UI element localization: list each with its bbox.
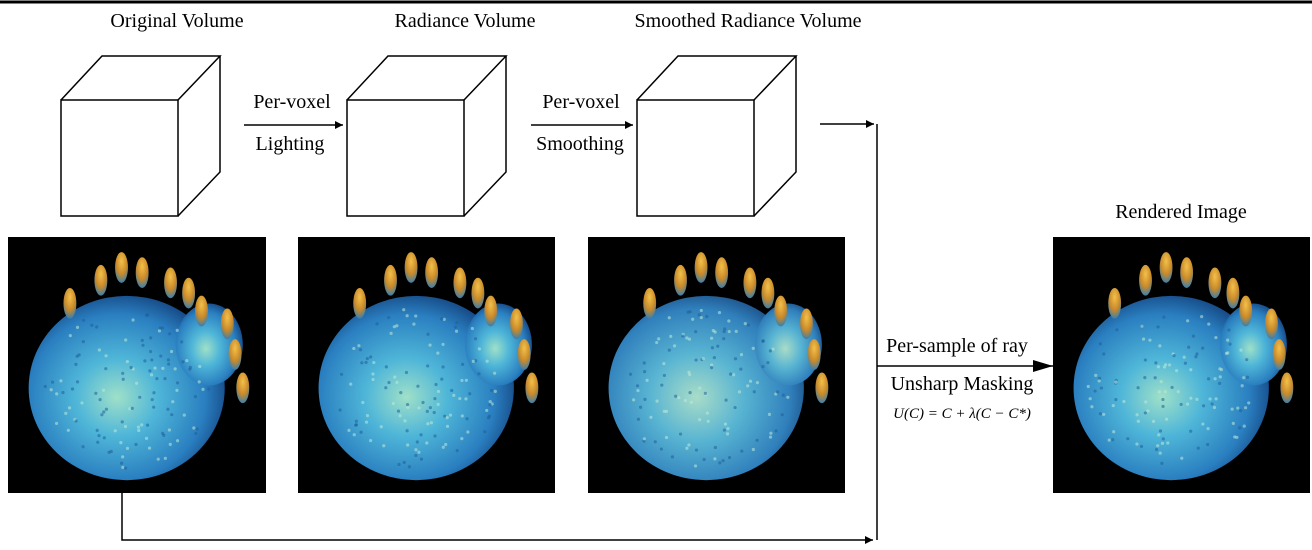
unsharp-equation: U(C) = C + λ(C − C*): [893, 406, 1031, 422]
arrow-original-to-combiner: [122, 493, 873, 540]
image-smoothed: [588, 237, 845, 493]
step-smoothing-line2: Smoothing: [536, 133, 624, 155]
image-rendered: [1053, 237, 1310, 493]
title-rendered-image: Rendered Image: [1115, 201, 1247, 223]
step-per-sample: Per-sample of ray: [886, 335, 1028, 357]
title-original-volume: Original Volume: [110, 10, 243, 32]
step-unsharp-masking: Unsharp Masking: [891, 373, 1034, 395]
image-original: [8, 237, 266, 493]
step-lighting-line1: Per-voxel: [253, 91, 331, 113]
image-radiance: [298, 237, 555, 493]
cube-radiance-volume: [347, 56, 506, 216]
title-radiance-volume: Radiance Volume: [395, 10, 536, 32]
step-lighting-line2: Lighting: [256, 133, 325, 155]
title-smoothed-radiance-volume: Smoothed Radiance Volume: [634, 10, 861, 32]
step-smoothing-line1: Per-voxel: [542, 91, 620, 113]
cube-original-volume: [61, 56, 220, 216]
cube-smoothed-radiance-volume: [637, 56, 796, 216]
